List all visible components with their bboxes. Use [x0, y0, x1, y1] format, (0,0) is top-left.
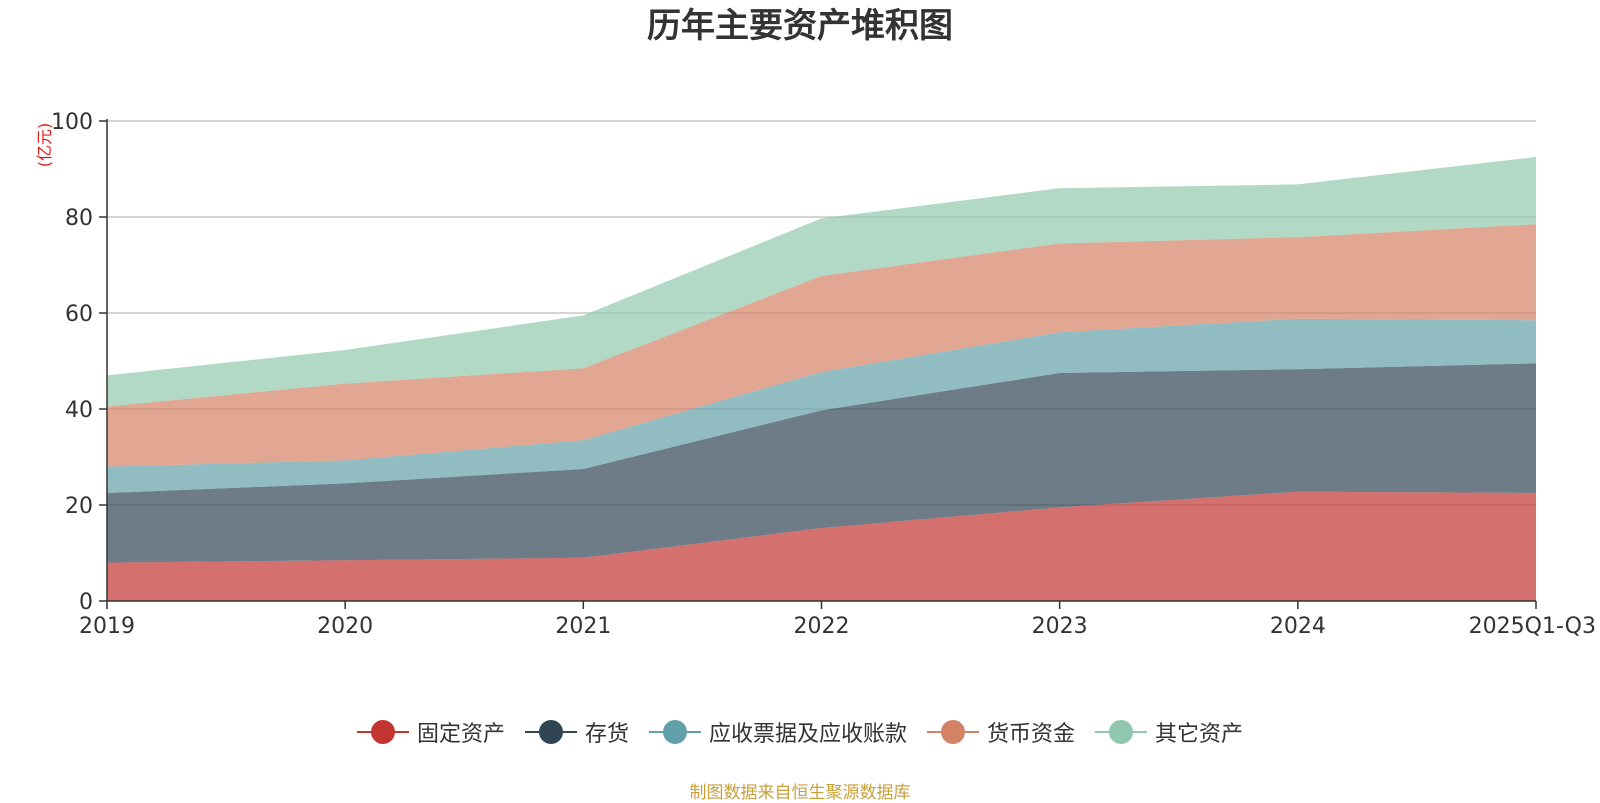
legend-dot: [941, 720, 965, 744]
x-tick-label: 2024: [1270, 614, 1326, 639]
chart-title: 历年主要资产堆积图: [647, 6, 953, 46]
legend-dot: [370, 720, 395, 744]
legend-item[interactable]: 固定资产: [356, 716, 505, 748]
legend-item[interactable]: 其它资产: [1095, 716, 1243, 748]
legend-item[interactable]: 应收票据及应收账款: [648, 716, 907, 748]
legend-dot: [662, 720, 687, 744]
y-tick-label: 80: [65, 206, 93, 231]
area-4: [107, 224, 1536, 467]
legend-marker-icon: [927, 720, 979, 744]
legend-label: 固定资产: [416, 722, 505, 747]
legend-dot: [538, 720, 563, 744]
y-tick-label: 40: [65, 398, 93, 423]
area-2: [107, 363, 1536, 563]
legend-dot: [1109, 720, 1134, 744]
y-tick-label: 0: [79, 590, 93, 615]
y-tick-label: 20: [65, 494, 93, 519]
x-tick-label: 2019: [79, 614, 135, 639]
x-tick-label: 2025Q1-Q3: [1469, 614, 1596, 639]
area-3: [107, 318, 1536, 493]
x-tick-label: 2021: [555, 614, 611, 639]
y-tick-label: 100: [51, 110, 93, 135]
legend-marker-icon: [524, 720, 577, 744]
x-tick-label: 2020: [317, 614, 373, 639]
legend: 固定资产 存货 应收票据及应收账款 货币资金 其它资产: [0, 716, 1600, 748]
legend-item[interactable]: 货币资金: [927, 716, 1075, 748]
y-axis-unit-label: (亿元): [35, 123, 54, 168]
source-note: 制图数据来自恒生聚源数据库: [689, 783, 911, 803]
legend-label: 其它资产: [1155, 722, 1244, 747]
legend-item[interactable]: 存货: [524, 716, 629, 748]
legend-label: 应收票据及应收账款: [708, 722, 907, 747]
legend-marker-icon: [648, 720, 701, 744]
x-tick-label: 2023: [1032, 614, 1088, 639]
area-1: [107, 491, 1536, 601]
legend-marker-icon: [356, 720, 409, 744]
legend-label: 货币资金: [987, 722, 1076, 747]
legend-label: 存货: [584, 722, 629, 747]
axes: 0 20 40 60 80 100 2019 2020 2021 2022 2023 2024 2025…: [51, 110, 1596, 639]
x-tick-label: 2022: [794, 614, 850, 639]
y-tick-label: 60: [65, 302, 93, 327]
area-5: [107, 157, 1536, 407]
legend-marker-icon: [1095, 720, 1148, 744]
area-series: [107, 157, 1536, 601]
